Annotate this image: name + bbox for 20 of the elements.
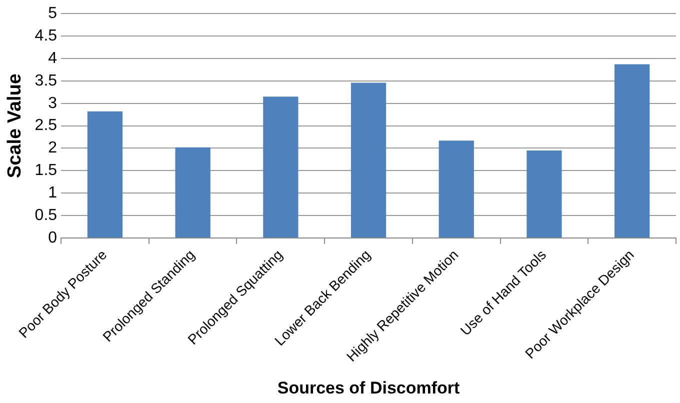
y-tick-label: 4	[48, 50, 58, 67]
bar	[614, 64, 650, 238]
y-tick-label: 3.5	[34, 72, 58, 90]
y-tick-label: 2	[48, 140, 58, 157]
y-tick-label: 4.5	[34, 27, 58, 44]
bar	[526, 150, 562, 238]
y-tick-label: 1.5	[34, 162, 58, 180]
bar	[175, 147, 210, 238]
bar	[87, 111, 123, 238]
y-tick-label: 1	[48, 184, 58, 202]
y-tick-label: 0.5	[34, 206, 58, 224]
y-tick-label: 3	[48, 94, 58, 112]
bar	[438, 140, 474, 238]
y-axis-title: Scale Value	[4, 74, 26, 178]
y-tick-label: 0	[48, 229, 58, 246]
bar	[350, 82, 386, 238]
x-axis-title: Sources of Discomfort	[277, 378, 460, 398]
bar	[263, 96, 298, 238]
y-tick-label: 5	[48, 5, 58, 22]
y-tick-label: 2.5	[34, 117, 58, 134]
